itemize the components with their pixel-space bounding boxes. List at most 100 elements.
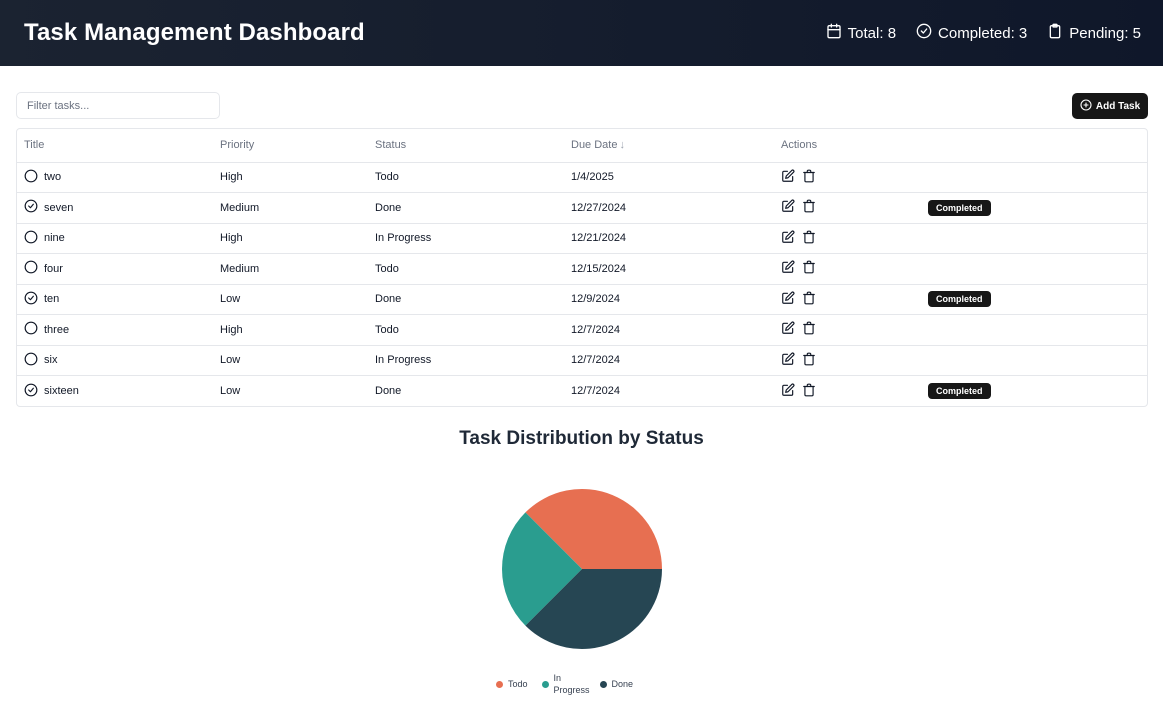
check-circle-icon[interactable] <box>24 199 38 216</box>
cell-title: six <box>17 345 213 376</box>
trash-icon[interactable] <box>802 230 816 247</box>
cell-badge: Completed <box>921 284 1147 315</box>
stats-bar: Total: 8 Completed: 3 Pending: 5 <box>826 23 1141 43</box>
cell-priority: Low <box>220 385 241 397</box>
table-header-row: Title Priority Status Due Date ↓ Actions <box>17 129 1147 163</box>
cell-badge: Completed <box>921 376 1147 407</box>
cell-status: In Progress <box>368 223 564 254</box>
trash-icon[interactable] <box>802 169 816 186</box>
column-header-status[interactable]: Status <box>368 129 564 163</box>
circle-icon[interactable] <box>24 321 38 338</box>
cell-priority: Low <box>213 345 368 376</box>
legend-label: In Progress <box>553 673 590 695</box>
circle-icon[interactable] <box>24 260 38 277</box>
cell-priority: Medium <box>213 192 368 224</box>
cell-title: sixteen <box>17 376 213 407</box>
add-task-button[interactable]: Add Task <box>1072 93 1148 119</box>
legend-item: Todo <box>496 679 528 689</box>
edit-icon[interactable] <box>781 383 795 400</box>
edit-icon[interactable] <box>781 199 795 216</box>
column-header-priority[interactable]: Priority <box>213 129 368 163</box>
edit-icon[interactable] <box>781 352 795 369</box>
task-title: two <box>44 171 62 184</box>
task-table: Title Priority Status Due Date ↓ Actions … <box>16 128 1148 407</box>
cell-due-date: 1/4/2025 <box>564 162 774 193</box>
cell-badge: Completed <box>921 192 1147 224</box>
circle-icon[interactable] <box>24 352 38 369</box>
column-header-due-date[interactable]: Due Date ↓ <box>564 129 774 163</box>
circle-icon[interactable] <box>24 169 38 186</box>
edit-icon[interactable] <box>781 230 795 247</box>
legend-label: Done <box>611 679 634 689</box>
pie-slice-in-progress <box>502 512 582 626</box>
table-row: sixteen Low Done 12/7/2024 Completed <box>17 376 1147 407</box>
task-title: four <box>44 262 63 275</box>
legend-swatch <box>599 680 607 688</box>
column-header-badge <box>921 129 1147 163</box>
edit-icon[interactable] <box>781 321 795 338</box>
app-header: Task Management Dashboard Total: 8 Compl… <box>0 0 1163 66</box>
circle-icon[interactable] <box>24 230 38 247</box>
trash-icon[interactable] <box>802 260 816 277</box>
legend-label: Todo <box>508 679 528 689</box>
trash-icon[interactable] <box>802 199 816 216</box>
cell-due-date: 12/27/2024 <box>564 192 774 224</box>
page-title: Task Management Dashboard <box>24 19 365 46</box>
cell-actions <box>774 162 921 193</box>
add-task-label: Add Task <box>1095 100 1141 112</box>
cell-status: Done <box>368 284 564 315</box>
task-title: nine <box>44 232 65 245</box>
row-actions <box>781 291 921 308</box>
edit-icon[interactable] <box>781 291 795 308</box>
cell-title: three <box>17 314 213 346</box>
cell-actions <box>774 192 921 224</box>
table-row: three High Todo 12/7/2024 <box>17 314 1147 346</box>
clipboard-icon <box>1047 23 1063 43</box>
cell-status: Todo <box>368 314 564 346</box>
filter-input[interactable] <box>16 92 220 119</box>
trash-icon[interactable] <box>802 383 816 400</box>
cell-status: Todo <box>368 162 564 193</box>
cell-due-date: 12/9/2024 <box>564 284 774 315</box>
cell-priority: High <box>213 314 368 346</box>
cell-title: ten <box>17 284 213 315</box>
cell-actions <box>774 253 921 285</box>
cell-actions <box>774 376 921 407</box>
cell-status: Done <box>375 385 402 397</box>
due-date-label: Due Date <box>571 139 618 152</box>
cell-status: In Progress <box>368 345 564 376</box>
title-wrap: four <box>24 260 213 277</box>
edit-icon[interactable] <box>781 169 795 186</box>
stat-pending: Pending: 5 <box>1047 23 1141 43</box>
check-circle-icon[interactable] <box>24 383 38 400</box>
cell-badge <box>921 223 1147 254</box>
trash-icon[interactable] <box>802 352 816 369</box>
title-wrap: seven <box>24 199 213 216</box>
cell-priority: High <box>213 223 368 254</box>
table-row: six Low In Progress 12/7/2024 <box>17 345 1147 376</box>
trash-icon[interactable] <box>802 321 816 338</box>
chart-title: Task Distribution by Status <box>459 428 704 449</box>
trash-icon[interactable] <box>802 291 816 308</box>
title-wrap: nine <box>24 230 213 247</box>
cell-due-date: 12/7/2024 <box>571 385 620 397</box>
cell-actions <box>774 223 921 254</box>
task-title: sixteen <box>44 385 79 397</box>
completed-badge: Completed <box>928 199 991 216</box>
legend-item: In Progress <box>541 672 590 696</box>
sort-arrow-icon: ↓ <box>619 139 625 152</box>
edit-icon[interactable] <box>781 260 795 277</box>
row-actions <box>781 199 921 216</box>
pie-slice-done <box>525 569 662 649</box>
plus-circle-icon <box>1080 98 1092 114</box>
table-row: ten Low Done 12/9/2024 Completed <box>17 284 1147 315</box>
stat-total-label: Total: 8 <box>847 24 897 42</box>
cell-title: two <box>17 162 213 193</box>
title-wrap: ten <box>24 291 213 308</box>
row-actions <box>781 260 921 277</box>
check-circle-icon[interactable] <box>24 291 38 308</box>
title-wrap: three <box>24 321 213 338</box>
row-actions <box>781 321 921 338</box>
column-header-title[interactable]: Title <box>17 129 213 163</box>
cell-due-date: 12/21/2024 <box>564 223 774 254</box>
